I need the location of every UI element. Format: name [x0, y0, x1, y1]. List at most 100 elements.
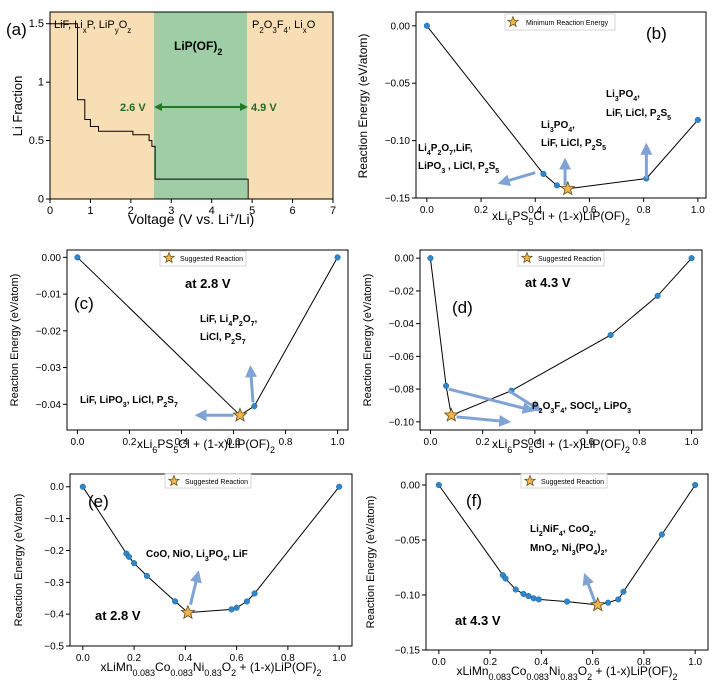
x-tick-label: 0.2: [483, 657, 497, 668]
data-point: [443, 382, 450, 389]
region-label-right: P2O3F4, LixO: [252, 19, 316, 35]
y-tick-label: −0.10: [395, 591, 421, 602]
annotation-products: CoO, NiO, Li3PO4, LiF: [146, 549, 248, 563]
legend-star-icon: [167, 474, 181, 487]
data-point: [658, 531, 665, 538]
x-tick-label: 1.0: [331, 437, 345, 448]
x-tick-label: 0.0: [76, 653, 90, 664]
x-tick-label: 5: [249, 205, 255, 217]
x-axis-label: xLi6PS5Cl + (1-x)LiP(OF)2: [492, 437, 630, 455]
legend-label: Suggested Reaction: [185, 479, 248, 486]
legend-star-icon: [506, 15, 520, 28]
data-point: [233, 604, 240, 611]
x-axis-label: Voltage (V vs. Li+/Li): [128, 211, 254, 228]
y-tick-label: −0.10: [385, 136, 411, 147]
y-axis-label: Reaction Energy (eV/atom): [13, 494, 25, 627]
voltage-window-arrow: [154, 103, 248, 111]
plot-frame: [66, 249, 349, 431]
y-tick-label: −0.08: [389, 385, 415, 396]
x-tick-label: 0.4: [175, 437, 189, 448]
x-axis-label: xLiMn0.083Co0.083Ni0.83O2 + (1-x)LiP(OF)…: [456, 664, 677, 682]
data-point: [520, 590, 527, 597]
hull-line: [77, 256, 339, 416]
voltage-label: at 4.3 V: [455, 613, 501, 628]
region-label-mid: LiP(OF)2: [174, 39, 222, 57]
x-tick-label: 0.2: [476, 437, 490, 448]
region-label-left: LiF, LixP, LiPyOz: [54, 19, 131, 35]
data-point: [604, 599, 612, 606]
data-point: [243, 598, 250, 605]
panel-label: (d): [452, 298, 473, 317]
y-tick-label: 0.00: [391, 21, 411, 32]
panel-label: (a): [6, 20, 27, 39]
x-tick-label: 0.8: [281, 653, 295, 664]
y-tick-label: −0.06: [389, 352, 415, 363]
legend: Suggested Reaction: [159, 250, 247, 267]
plot-area-b: [423, 22, 701, 196]
legend-label: Suggested Reaction: [180, 256, 243, 263]
annotation-products: P2O3F4, SOCl2, LiPO3: [532, 401, 631, 415]
plot-frame: [49, 11, 334, 200]
data-point: [535, 596, 542, 603]
region-left-band: [50, 12, 154, 199]
y-tick-label: 1: [38, 77, 44, 89]
y-axis-label: Reaction Energy (eV/atom): [356, 34, 370, 179]
data-point: [79, 483, 86, 490]
y-tick-label: −0.5: [44, 642, 64, 653]
legend-star-icon: [162, 251, 176, 264]
data-point: [74, 254, 81, 261]
panel-c: (c) Suggested Reaction at 2.8 V 0.0 0.2 0.…: [9, 249, 349, 455]
annotation-products: Li2NiF4, CoO2, MnO2, Ni3(PO4)2,: [530, 524, 608, 557]
data-point: [530, 595, 537, 602]
x-tick-label: 0.8: [632, 437, 646, 448]
x-tick-label: 0.8: [637, 657, 651, 668]
legend-box: [504, 13, 616, 31]
voltage-marker-low: 2.6 V: [120, 102, 146, 114]
x-tick-label: 0.0: [70, 437, 84, 448]
data-point: [427, 255, 434, 262]
reaction-star: [232, 407, 248, 422]
annotation-center: Li3PO4, LiF, LiCl, P2S5: [541, 120, 606, 152]
legend-label: Minimum Reaction Energy: [526, 20, 609, 27]
x-tick-label: 0.2: [474, 205, 488, 216]
y-tick-label: −0.2: [44, 546, 64, 557]
data-point: [615, 596, 622, 603]
x-axis-label: xLi6PS5Cl + (1-x)LiP(OF)2: [137, 437, 275, 455]
data-point: [172, 598, 179, 605]
x-tick-label: 0.4: [534, 657, 548, 668]
legend-box: [520, 473, 608, 489]
data-point: [251, 403, 258, 410]
data-point: [620, 588, 627, 595]
y-tick-label: 0.00: [401, 481, 421, 492]
data-point: [692, 481, 699, 489]
x-tick-label: 0.0: [423, 437, 437, 448]
ticks-f: 0.0 0.2 0.4 0.6 0.8 1.0 0.00 −0.05 −0.10 −0.15: [395, 481, 703, 669]
panel-label: (c): [74, 294, 94, 313]
annotation-arrow: [245, 365, 258, 403]
data-point: [512, 586, 519, 593]
annotation-arrow: [497, 171, 536, 187]
x-tick-label: 0: [47, 205, 53, 217]
y-axis-label: Reaction Energy (eV/atom): [9, 274, 21, 407]
x-tick-label: 0.2: [127, 653, 141, 664]
ticks-c: 0.0 0.2 0.4 0.6 0.8 1.0 0.00 −0.01 −0.02 −0.03 −0.…: [36, 253, 345, 448]
x-tick-label: 1.0: [332, 653, 346, 664]
x-tick-label: 0.6: [583, 205, 597, 216]
data-point: [228, 606, 235, 613]
annotation-arrow: [456, 414, 512, 427]
x-tick-label: 0.6: [227, 437, 241, 448]
panel-label: (f): [466, 491, 482, 510]
plot-area-d: [427, 255, 695, 427]
y-tick-label: −0.02: [36, 326, 62, 337]
panel-label: (e): [88, 492, 109, 511]
x-tick-label: 0.6: [580, 437, 594, 448]
y-tick-label: 1.5: [29, 18, 44, 30]
ticks-b: 0.0 0.2 0.4 0.6 0.8 1.0 0.00 −0.05 −0.10 −0.15: [385, 21, 706, 216]
reaction-star: [560, 180, 576, 196]
voltage-marker-high: 4.9 V: [251, 102, 277, 114]
y-tick-label: −0.05: [395, 536, 421, 547]
plot-area-f: [435, 481, 699, 612]
y-tick-label: −0.3: [44, 578, 64, 589]
y-axis-label: Reaction Energy (eV/atom): [365, 496, 377, 629]
x-tick-label: 1.0: [688, 657, 702, 668]
